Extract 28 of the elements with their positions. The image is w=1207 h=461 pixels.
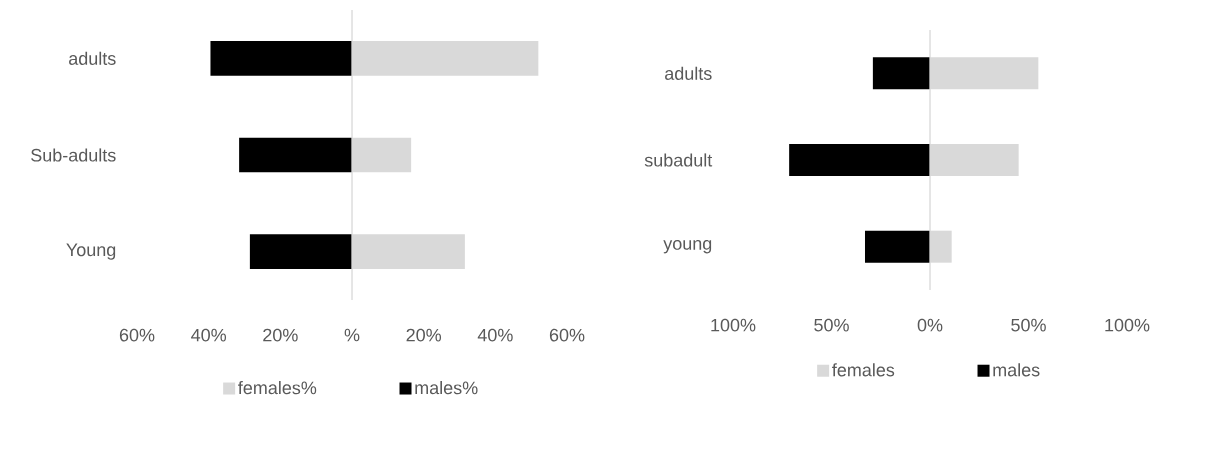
x-tick-label: 20% — [263, 328, 298, 342]
x-tick-label: % — [344, 328, 360, 342]
bar — [789, 144, 931, 177]
bar — [239, 137, 353, 173]
legend-label: males% — [415, 381, 478, 395]
x-tick-label: 60% — [119, 328, 155, 342]
y-tick-label: adults — [665, 66, 712, 80]
x-tick-label: 0% — [917, 318, 943, 332]
x-tick-label: 40% — [477, 328, 513, 342]
x-tick-label: 40% — [191, 328, 227, 342]
y-tick-label: Young — [66, 243, 116, 260]
x-tick-label: 50% — [814, 318, 849, 332]
legend-label: females — [832, 363, 895, 377]
bar — [872, 57, 931, 90]
legend-label: females% — [238, 381, 317, 395]
bar — [864, 230, 931, 263]
y-tick-label: adults — [69, 51, 116, 65]
y-tick-label: Sub-adults — [31, 148, 116, 162]
x-tick-label: 20% — [406, 328, 442, 342]
y-tick-label: subadult — [644, 153, 713, 167]
legend-label: males — [993, 363, 1040, 377]
y-tick-label: young — [663, 239, 712, 254]
x-tick-label: 100% — [1105, 318, 1150, 332]
x-tick-label: 50% — [1011, 318, 1046, 332]
x-tick-label: 60% — [549, 328, 585, 342]
bar — [210, 41, 353, 76]
bar — [249, 234, 353, 269]
x-tick-label: 100% — [711, 318, 756, 332]
